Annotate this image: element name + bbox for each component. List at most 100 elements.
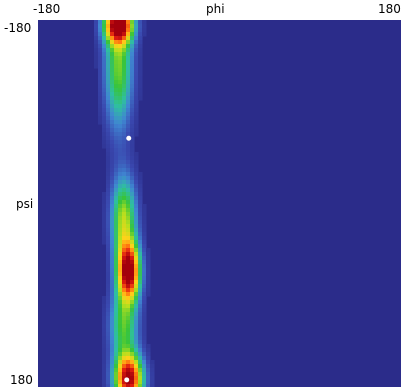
heatmap-cell	[126, 24, 131, 29]
heatmap-cell	[146, 348, 151, 353]
heatmap-cell	[122, 236, 127, 241]
heatmap-cell	[130, 256, 135, 261]
heatmap-cell	[110, 104, 115, 109]
heatmap-cell	[102, 324, 107, 329]
heatmap-cell	[102, 376, 107, 381]
y-tick-max: 180	[10, 373, 33, 387]
heatmap-cell	[98, 104, 103, 109]
heatmap-cell	[126, 368, 131, 373]
heatmap-cell	[114, 332, 119, 337]
heatmap-cell	[114, 228, 119, 233]
heatmap-cell	[130, 268, 135, 273]
heatmap-cell	[142, 272, 147, 277]
heatmap-cell	[142, 32, 147, 37]
heatmap-cell	[122, 96, 127, 101]
heatmap-cell	[102, 36, 107, 41]
heatmap-cell	[142, 208, 147, 213]
heatmap-cell	[94, 44, 99, 49]
heatmap-cell	[114, 352, 119, 357]
heatmap-cell	[106, 188, 111, 193]
heatmap-cell	[110, 220, 115, 225]
heatmap-cell	[130, 252, 135, 257]
heatmap-cell	[134, 336, 139, 341]
heatmap-cell	[126, 316, 131, 321]
heatmap-cell	[126, 244, 131, 249]
heatmap-cell	[130, 44, 135, 49]
heatmap-cell	[126, 96, 131, 101]
heatmap-cell	[106, 332, 111, 337]
heatmap-cell	[102, 80, 107, 85]
heatmap-cell	[138, 208, 143, 213]
heatmap-cell	[130, 352, 135, 357]
heatmap-cell	[126, 124, 131, 129]
heatmap-cell	[102, 204, 107, 209]
heatmap-cell	[134, 320, 139, 325]
heatmap-cell	[118, 260, 123, 265]
heatmap-cell	[122, 48, 127, 53]
heatmap-cell	[118, 216, 123, 221]
heatmap-cell	[142, 236, 147, 241]
heatmap-cell	[114, 308, 119, 313]
heatmap-cell	[114, 204, 119, 209]
heatmap-cell	[118, 188, 123, 193]
heatmap-cell	[130, 296, 135, 301]
heatmap-cell	[138, 276, 143, 281]
heatmap-cell	[146, 368, 151, 373]
heatmap-cell	[114, 136, 119, 141]
heatmap-cell	[126, 60, 131, 65]
heatmap-cell	[94, 32, 99, 37]
heatmap-cell	[122, 196, 127, 201]
heatmap-cell	[118, 168, 123, 173]
heatmap-cell	[114, 292, 119, 297]
heatmap-cell	[110, 324, 115, 329]
heatmap-cell	[134, 276, 139, 281]
heatmap-cell	[142, 224, 147, 229]
heatmap-cell	[126, 232, 131, 237]
heatmap-cell	[142, 364, 147, 369]
heatmap-cell	[102, 344, 107, 349]
heatmap-cell	[138, 224, 143, 229]
heatmap-cell	[138, 44, 143, 49]
heatmap-cell	[134, 164, 139, 169]
heatmap-cell	[106, 308, 111, 313]
heatmap-cell	[106, 180, 111, 185]
heatmap-cell	[106, 172, 111, 177]
heatmap-cell	[126, 140, 131, 145]
heatmap-cell	[110, 140, 115, 145]
heatmap-cell	[138, 48, 143, 53]
heatmap-cell	[122, 144, 127, 149]
heatmap-cell	[106, 360, 111, 365]
heatmap-cell	[126, 64, 131, 69]
heatmap-cell	[138, 248, 143, 253]
heatmap-cell	[106, 84, 111, 89]
heatmap-cell	[118, 116, 123, 121]
heatmap-cell	[118, 20, 123, 25]
heatmap-cell	[126, 356, 131, 361]
heatmap-cell	[138, 60, 143, 65]
heatmap-cell	[118, 44, 123, 49]
peak-marker-2	[124, 377, 130, 383]
heatmap-cell	[138, 316, 143, 321]
heatmap-cell	[114, 120, 119, 125]
heatmap-cell	[110, 168, 115, 173]
heatmap-cell	[126, 48, 131, 53]
heatmap-cell	[134, 356, 139, 361]
y-tick-min: -180	[4, 21, 32, 35]
heatmap-cell	[130, 160, 135, 165]
heatmap-cell	[130, 208, 135, 213]
heatmap-cell	[134, 200, 139, 205]
heatmap-cell	[134, 64, 139, 69]
heatmap-cell	[102, 112, 107, 117]
heatmap-cell	[106, 264, 111, 269]
heatmap-cell	[118, 184, 123, 189]
heatmap-cell	[146, 352, 151, 357]
heatmap-cell	[126, 204, 131, 209]
heatmap-cell	[110, 192, 115, 197]
heatmap-cell	[142, 228, 147, 233]
heatmap-cell	[126, 20, 131, 25]
heatmap-cell	[118, 240, 123, 245]
heatmap-cell	[102, 116, 107, 121]
heatmap-cell	[118, 160, 123, 165]
heatmap-cell	[142, 360, 147, 365]
heatmap-cell	[98, 32, 103, 37]
